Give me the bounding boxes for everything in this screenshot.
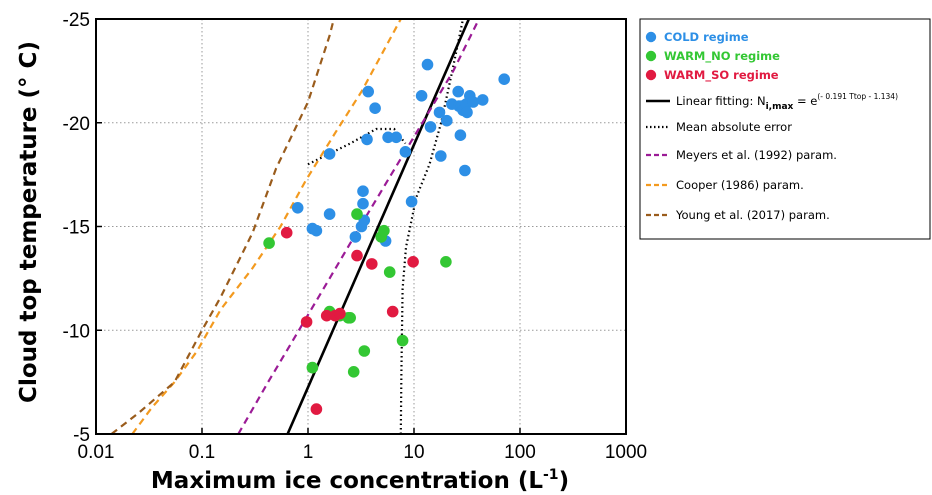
cold-regime-point [291, 202, 304, 214]
y-axis-title: Cloud top temperature (° C) [16, 41, 42, 403]
cold-regime-point [405, 195, 418, 208]
x-tick-label: 100 [504, 442, 536, 463]
cold-regime-point [349, 231, 362, 243]
cold-regime-point [357, 185, 369, 197]
cold-regime-point [390, 131, 403, 144]
legend-marker [645, 50, 657, 62]
cold-regime-point [357, 197, 369, 210]
x-tick-label: 10 [403, 442, 424, 463]
legend-label: Meyers et al. (1992) param. [676, 148, 837, 162]
y-tick-label: -10 [63, 321, 90, 342]
legend-label: WARM_NO regime [664, 49, 780, 64]
cold-regime-point [399, 146, 412, 158]
cold-regime-point [459, 164, 471, 177]
cold-regime-point [382, 131, 394, 144]
warm-no-regime-point [383, 266, 396, 278]
cold-regime-point [454, 129, 467, 141]
x-tick-label: 0.1 [189, 442, 215, 463]
legend: COLD regime WARM_NO regime WARM_SO regime L… [645, 30, 898, 222]
warm-no-regime-point [396, 334, 409, 347]
warm-no-regime-point [347, 366, 360, 378]
cold-regime-point [361, 133, 373, 146]
cold-regime-point [498, 73, 511, 85]
warm-so-regime-point [407, 255, 419, 268]
warm-no-regime-point [306, 361, 319, 374]
cold-regime-point [421, 58, 434, 71]
legend-label: Young et al. (2017) param. [675, 208, 830, 222]
x-tick-label: 1 [303, 442, 314, 463]
cold-regime-point [362, 85, 375, 98]
legend-box [639, 18, 931, 240]
x-tick-label: 1000 [605, 442, 647, 463]
cold-regime-point [415, 90, 428, 102]
cold-regime-point [435, 150, 447, 162]
warm-no-regime-point [351, 208, 363, 220]
x-axis-title: Maximum ice concentration (L-1) [151, 467, 569, 494]
y-tick-label: -5 [73, 425, 90, 446]
legend-label: Cooper (1986) param. [676, 178, 804, 192]
warm-so-regime-point [320, 309, 333, 322]
warm-so-regime-point [366, 258, 378, 270]
warm-so-regime-point [300, 316, 313, 328]
cooper-1986-param-line [131, 19, 402, 434]
linear-fitting-n-line [286, 19, 471, 434]
warm-no-regime-point [263, 237, 275, 249]
legend-label: Mean absolute error [676, 120, 792, 134]
x-tick-label: 0.01 [78, 442, 115, 463]
cold-regime-point [433, 106, 446, 119]
cold-regime-point [467, 96, 480, 108]
warm-so-regime-point [351, 249, 363, 262]
warm-so-regime-point [386, 305, 399, 318]
cold-regime-point [441, 114, 453, 127]
cold-regime-point [323, 208, 336, 220]
legend-marker [645, 31, 657, 43]
cold-regime-point [369, 102, 381, 114]
mean-absolute-error-line [307, 19, 465, 434]
scatter-points-group [263, 58, 511, 415]
axis-ticks: 0.01 0.1 1 10 100 1000 -25 -20 -15 -10 -5 [63, 10, 648, 463]
cold-regime-point [452, 85, 465, 98]
legend-label: COLD regime [664, 30, 749, 44]
warm-no-regime-point [358, 345, 371, 357]
y-tick-label: -25 [63, 10, 90, 31]
cold-regime-point [461, 106, 473, 119]
warm-so-regime-point [334, 307, 346, 320]
y-tick-label: -15 [63, 218, 90, 239]
warm-no-regime-point [378, 224, 390, 237]
legend-label: Linear fitting: Ni,max = e(- 0.191 Ttop … [676, 92, 898, 112]
warm-no-regime-point [344, 312, 357, 324]
cold-regime-point [424, 121, 437, 133]
legend-label: WARM_SO regime [664, 68, 779, 83]
cold-regime-point [310, 224, 323, 237]
warm-no-regime-point [440, 255, 452, 268]
y-tick-label: -20 [63, 114, 90, 135]
warm-so-regime-point [310, 403, 323, 415]
cold-regime-point [323, 148, 336, 160]
warm-so-regime-point [280, 226, 293, 239]
legend-marker [645, 69, 657, 81]
cold-regime-point [476, 94, 489, 106]
